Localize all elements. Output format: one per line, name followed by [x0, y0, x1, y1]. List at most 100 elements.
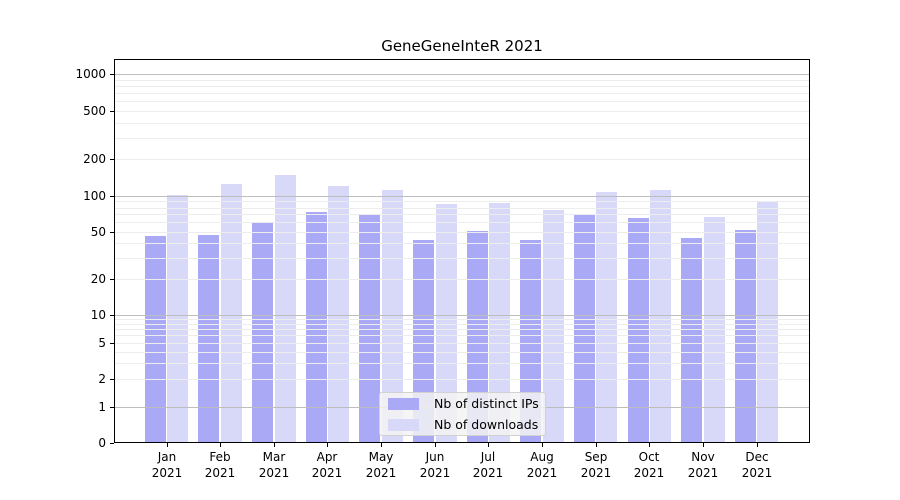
y-tick-mark-100: [110, 196, 114, 197]
bar-downloads-oct: [650, 190, 672, 443]
gridline-minor-60: [114, 222, 810, 223]
gridline-minor-8: [114, 324, 810, 325]
y-tick-label-200: 200: [83, 152, 106, 166]
gridline-minor-7: [114, 329, 810, 330]
bar-distinct-ips-dec: [734, 230, 756, 443]
x-tick-label-month: Jun: [425, 450, 445, 464]
bar-downloads-dec: [757, 202, 779, 443]
x-tick-label-month: Oct: [638, 450, 660, 464]
bar-downloads-jun: [435, 204, 457, 443]
bar-downloads-aug: [542, 210, 564, 443]
y-tick-mark-200: [110, 159, 114, 160]
x-tick-label-oct: Oct 2021: [619, 449, 679, 481]
y-tick-mark-500: [110, 111, 114, 112]
x-tick-mark-jul: [488, 443, 489, 447]
bar-downloads-jul: [489, 203, 511, 443]
x-tick-label-year: 2021: [526, 466, 558, 480]
x-tick-label-year: 2021: [580, 466, 612, 480]
x-tick-label-month: Jul: [480, 450, 496, 464]
x-tick-label-month: Nov: [691, 450, 715, 464]
legend-row-distinct-ips: Nb of distinct IPs: [380, 393, 545, 414]
x-tick-label-month: Apr: [316, 450, 338, 464]
x-tick-label-year: 2021: [151, 466, 183, 480]
x-tick-label-year: 2021: [365, 466, 397, 480]
gridline-minor-400: [114, 123, 810, 124]
legend: Nb of distinct IPs Nb of downloads: [379, 392, 546, 436]
bar-distinct-ips-mar: [252, 223, 273, 443]
bar-distinct-ips-nov: [681, 238, 703, 443]
x-tick-label-dec: Dec 2021: [727, 449, 787, 481]
x-tick-label-month: Dec: [745, 450, 769, 464]
x-tick-label-month: Feb: [209, 450, 231, 464]
gridline-minor-600: [114, 101, 810, 102]
x-tick-label-year: 2021: [472, 466, 504, 480]
gridline-minor-500: [114, 111, 810, 112]
gridline-minor-50: [114, 232, 810, 233]
y-tick-label-5: 5: [98, 336, 106, 350]
x-tick-mark-sep: [596, 443, 597, 447]
x-tick-label-month: Sep: [584, 450, 608, 464]
x-tick-label-sep: Sep 2021: [566, 449, 626, 481]
x-tick-label-jun: Jun 2021: [405, 449, 465, 481]
x-tick-mark-may: [381, 443, 382, 447]
chart-title: GeneGeneInteR 2021: [381, 37, 543, 55]
bar-distinct-ips-jul: [466, 231, 488, 443]
bar-downloads-mar: [274, 175, 296, 443]
bar-downloads-sep: [596, 192, 618, 443]
y-tick-mark-2: [110, 379, 114, 380]
y-tick-mark-0: [110, 443, 114, 444]
y-tick-mark-1: [110, 407, 114, 408]
legend-row-downloads: Nb of downloads: [380, 414, 545, 435]
x-tick-label-year: 2021: [204, 466, 236, 480]
x-tick-label-month: Mar: [262, 450, 286, 464]
x-tick-label-may: May 2021: [351, 449, 411, 481]
bar-downloads-nov: [703, 217, 725, 443]
bar-distinct-ips-jan: [144, 236, 166, 443]
gridline-minor-300: [114, 138, 810, 139]
legend-label-downloads: Nb of downloads: [434, 417, 539, 432]
x-tick-label-year: 2021: [419, 466, 451, 480]
gridline-minor-2: [114, 379, 810, 380]
x-tick-label-mar: Mar 2021: [244, 449, 304, 481]
x-tick-label-month: May: [368, 450, 394, 464]
x-tick-label-nov: Nov 2021: [673, 449, 733, 481]
y-tick-label-0: 0: [98, 436, 106, 450]
x-tick-mark-dec: [757, 443, 758, 447]
y-tick-label-1: 1: [98, 400, 106, 414]
bar-downloads-apr: [328, 186, 350, 443]
legend-swatch-downloads: [388, 418, 419, 431]
gridline-minor-90: [114, 201, 810, 202]
legend-label-distinct-ips: Nb of distinct IPs: [434, 396, 539, 411]
gridline-minor-9: [114, 319, 810, 320]
gridline-minor-70: [114, 214, 810, 215]
y-tick-label-20: 20: [90, 272, 106, 286]
bar-distinct-ips-apr: [305, 212, 327, 443]
x-tick-label-year: 2021: [633, 466, 665, 480]
x-tick-mark-nov: [703, 443, 704, 447]
y-tick-mark-50: [110, 232, 114, 233]
y-tick-mark-10: [110, 315, 114, 316]
gridline-minor-200: [114, 159, 810, 160]
gridline-minor-5: [114, 343, 810, 344]
x-tick-mark-aug: [542, 443, 543, 447]
gridline-minor-6: [114, 335, 810, 336]
y-tick-mark-20: [110, 279, 114, 280]
gridline-minor-80: [114, 208, 810, 209]
x-tick-label-month: Aug: [530, 450, 554, 464]
bar-downloads-feb: [220, 184, 242, 443]
gridline-minor-800: [114, 86, 810, 87]
x-tick-label-year: 2021: [687, 466, 719, 480]
legend-swatch-distinct-ips: [388, 397, 419, 410]
x-tick-mark-jun: [435, 443, 436, 447]
y-tick-label-2: 2: [98, 372, 106, 386]
x-tick-mark-oct: [649, 443, 650, 447]
y-tick-label-500: 500: [83, 104, 106, 118]
gridline-minor-4: [114, 352, 810, 353]
y-tick-mark-5: [110, 343, 114, 344]
x-tick-mark-mar: [274, 443, 275, 447]
x-tick-label-year: 2021: [258, 466, 290, 480]
gridline-minor-40: [114, 243, 810, 244]
gridline-minor-20: [114, 279, 810, 280]
x-tick-label-aug: Aug 2021: [512, 449, 572, 481]
